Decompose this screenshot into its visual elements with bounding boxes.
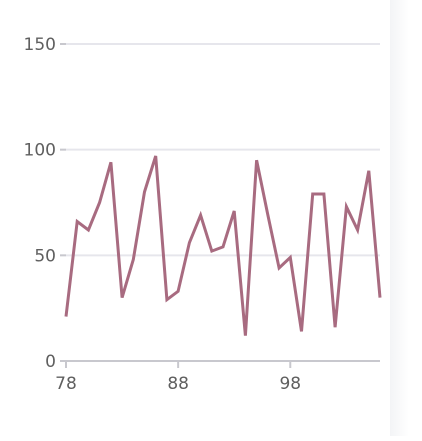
data-point: [244, 334, 247, 337]
y-tick-label: 0: [45, 352, 56, 372]
data-point: [311, 193, 314, 196]
data-point: [109, 161, 112, 164]
data-point: [143, 190, 146, 193]
data-point: [65, 315, 68, 318]
y-tick-label: 150: [24, 35, 56, 55]
data-point: [266, 214, 269, 217]
data-point: [210, 250, 213, 253]
data-point: [300, 330, 303, 333]
data-point: [199, 214, 202, 217]
y-tick-label: 100: [24, 141, 56, 161]
x-tick-label: 78: [55, 374, 77, 394]
y-tick-label: 50: [34, 246, 56, 266]
data-point: [233, 209, 236, 212]
data-point: [334, 326, 337, 329]
data-point: [165, 298, 168, 301]
data-point: [188, 241, 191, 244]
data-point: [255, 159, 258, 162]
data-point: [278, 267, 281, 270]
right-edge-shade: [390, 0, 422, 436]
chart-card: 0 50 100 150 78 88 98: [0, 0, 390, 436]
data-point: [121, 296, 124, 299]
series-layer: [65, 155, 382, 338]
data-point: [154, 155, 157, 158]
x-tick-label: 98: [279, 374, 301, 394]
data-point: [356, 228, 359, 231]
tick-labels: 0 50 100 150 78 88 98: [24, 35, 302, 394]
data-point: [98, 201, 101, 204]
data-point: [379, 296, 382, 299]
x-tick-label: 88: [167, 374, 189, 394]
data-point: [289, 256, 292, 259]
data-point: [87, 228, 90, 231]
line-chart: 0 50 100 150 78 88 98: [0, 0, 390, 436]
axes: [60, 44, 380, 368]
data-point: [132, 258, 135, 261]
data-point: [177, 290, 180, 293]
data-point: [76, 220, 79, 223]
data-point: [345, 205, 348, 208]
gridlines: [66, 44, 380, 255]
data-point: [222, 245, 225, 248]
data-point: [367, 169, 370, 172]
data-point: [322, 193, 325, 196]
